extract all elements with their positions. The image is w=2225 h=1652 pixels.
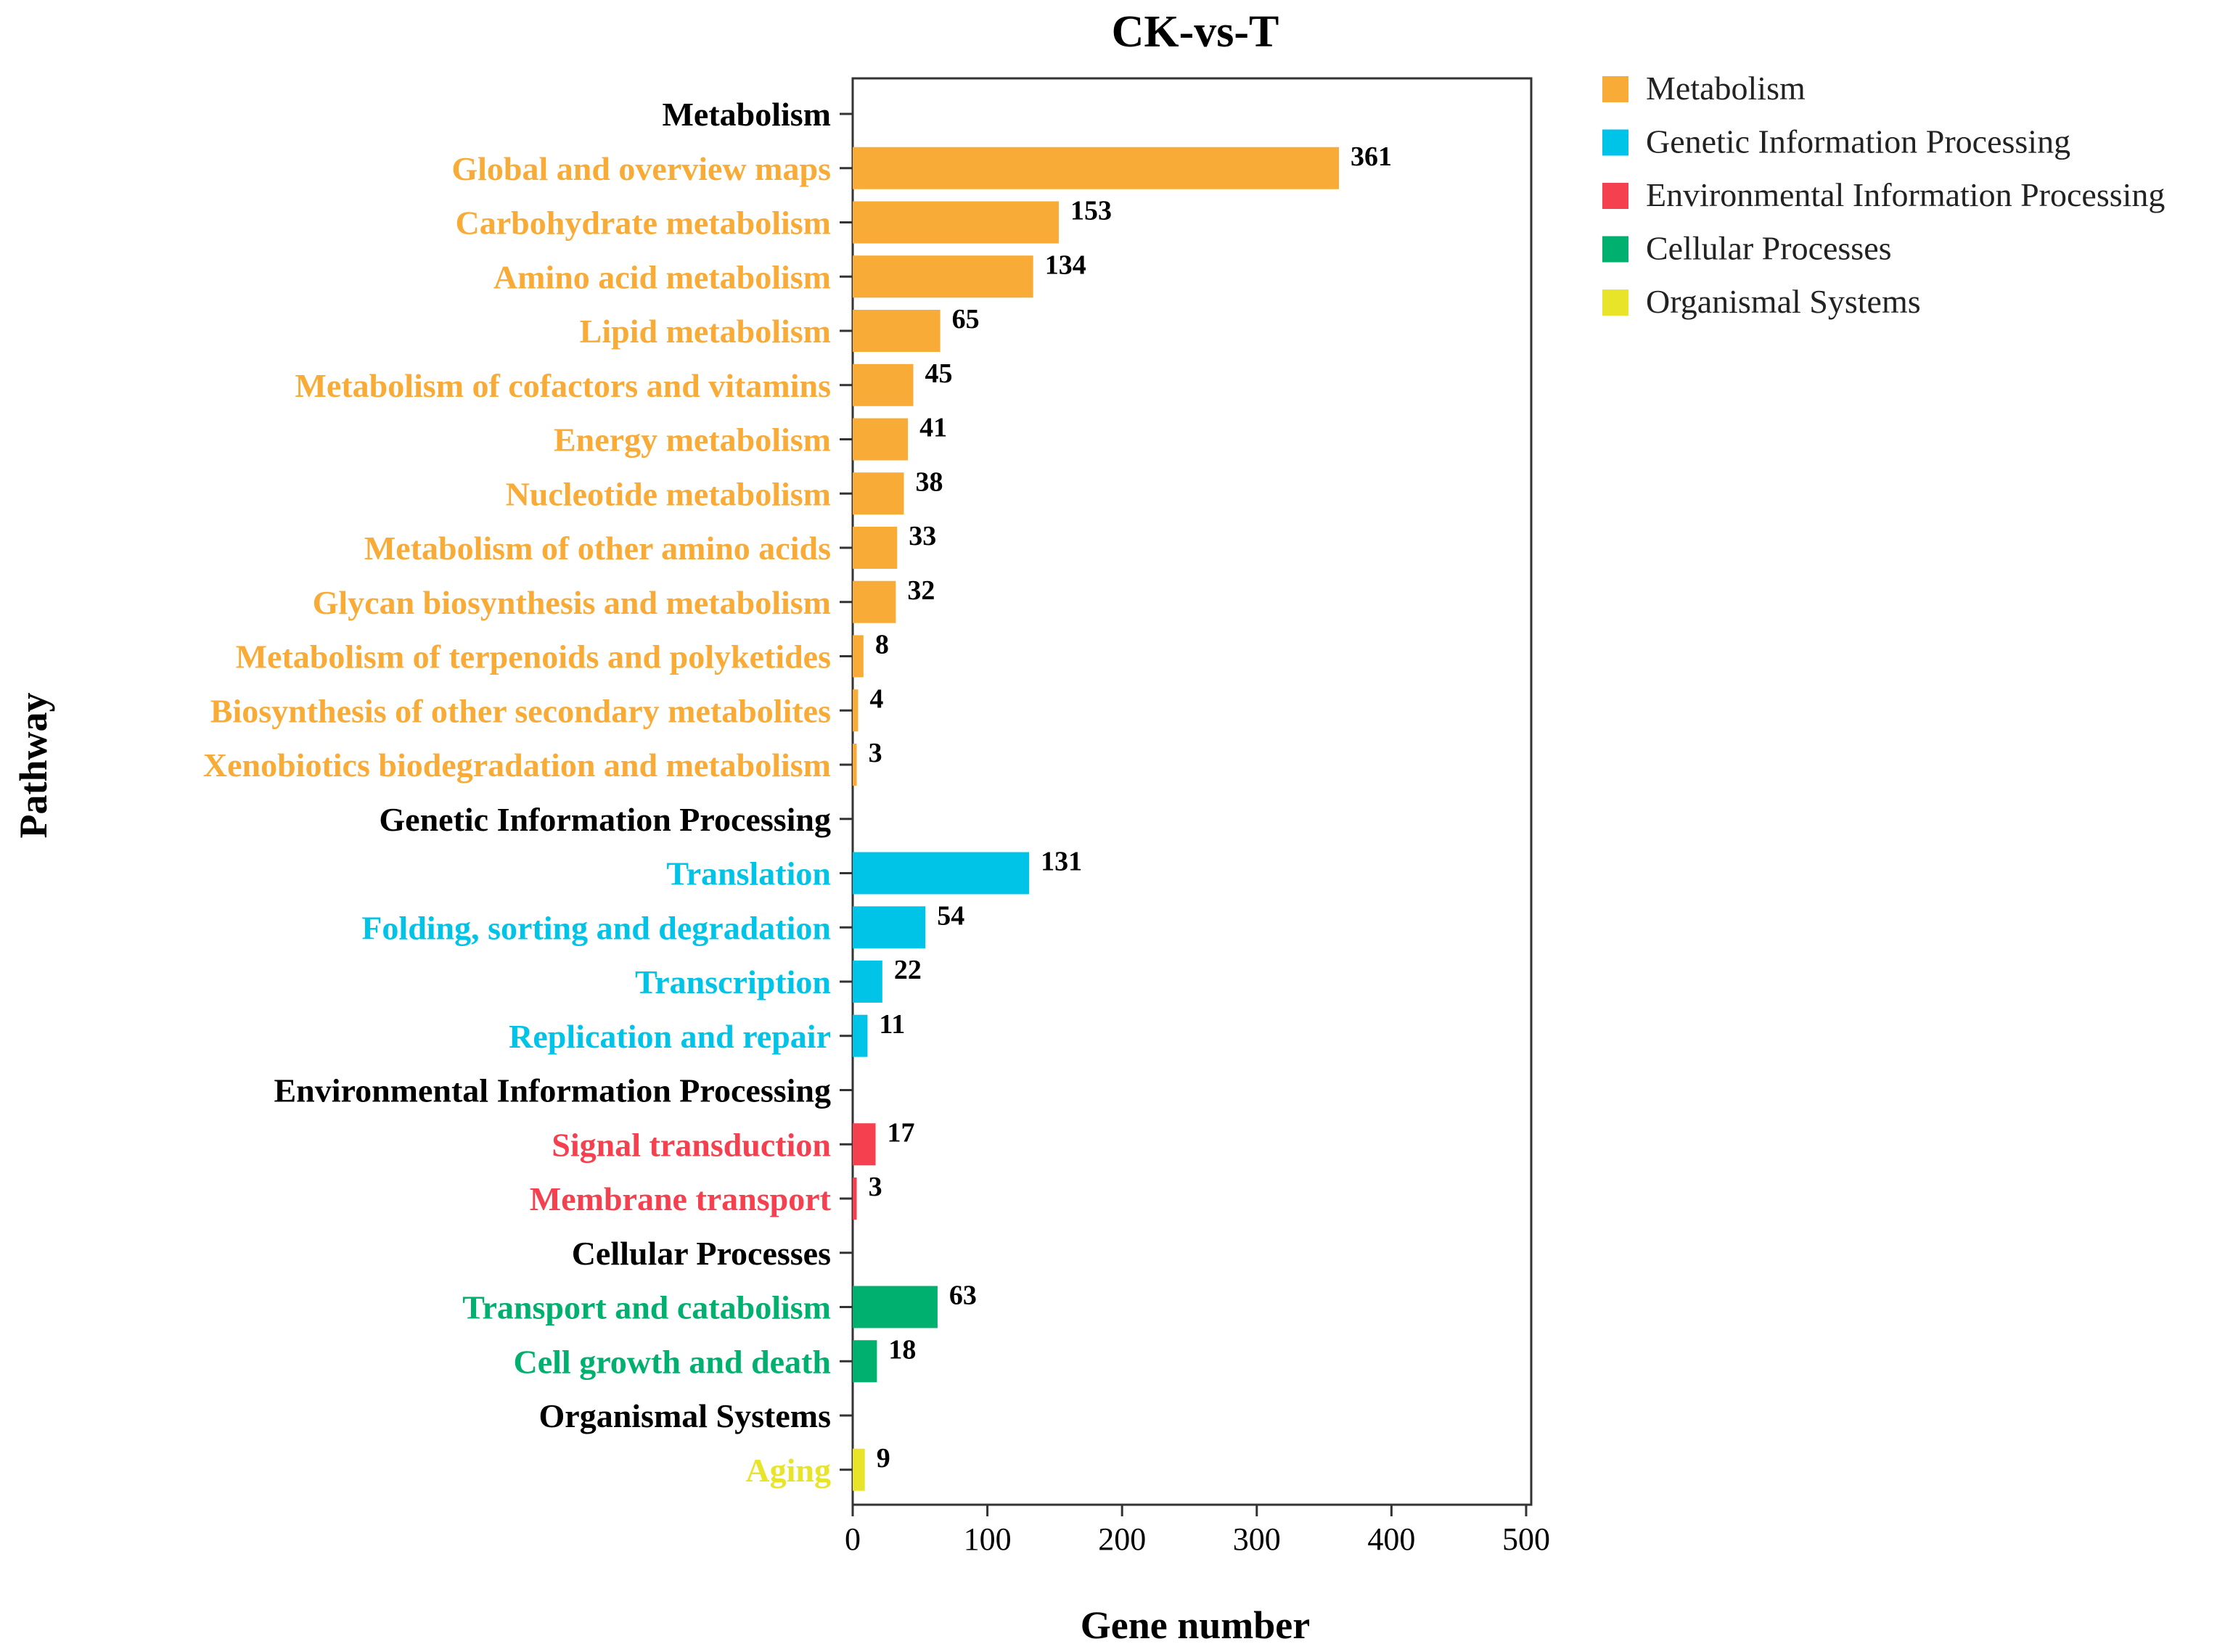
bar-value-label: 33 — [909, 521, 936, 551]
category-label: Carbohydrate metabolism — [456, 205, 831, 242]
category-label: Aging — [745, 1452, 831, 1489]
category-label: Nucleotide metabolism — [506, 475, 831, 512]
bar-value-label: 153 — [1070, 196, 1112, 226]
bar — [853, 906, 926, 949]
legend-label: Organismal Systems — [1646, 283, 1921, 320]
plot-frame — [851, 77, 1533, 1506]
legend-swatch — [1602, 236, 1628, 263]
category-label: Membrane transport — [530, 1180, 832, 1217]
legend-label: Genetic Information Processing — [1646, 123, 2070, 160]
bar-value-label: 11 — [879, 1009, 905, 1040]
category-label: Replication and repair — [509, 1018, 831, 1055]
bar — [853, 472, 904, 515]
chart-title: CK-vs-T — [1112, 7, 1279, 57]
bar-value-label: 8 — [875, 630, 889, 660]
bar-value-label: 4 — [869, 683, 883, 714]
bar — [853, 1014, 868, 1057]
category-label: Biosynthesis of other secondary metaboli… — [210, 692, 831, 729]
bar-value-label: 45 — [925, 358, 953, 389]
category-label: Signal transduction — [552, 1126, 831, 1163]
group-header-label: Organismal Systems — [539, 1397, 832, 1434]
x-axis-title: Gene number — [1081, 1603, 1311, 1647]
bar — [853, 418, 909, 461]
bar — [853, 527, 898, 569]
x-tick-label: 300 — [1233, 1521, 1281, 1557]
bar-value-label: 3 — [869, 738, 882, 768]
bar — [853, 635, 864, 678]
category-label: Energy metabolism — [554, 422, 831, 459]
x-tick-label: 400 — [1367, 1521, 1415, 1557]
bar-value-label: 22 — [894, 955, 922, 985]
group-header-label: Genetic Information Processing — [379, 801, 831, 838]
bar — [853, 744, 857, 786]
bar — [853, 852, 1030, 895]
x-tick-label: 0 — [845, 1521, 861, 1557]
bar-value-label: 54 — [937, 900, 964, 931]
category-label: Metabolism of other amino acids — [364, 530, 831, 567]
bar — [853, 255, 1033, 298]
bar — [853, 310, 941, 352]
bar-value-label: 63 — [949, 1281, 977, 1311]
legend-label: Cellular Processes — [1646, 230, 1892, 267]
bar — [853, 689, 859, 732]
bar — [853, 1123, 876, 1166]
category-label: Folding, sorting and degradation — [361, 909, 831, 946]
plot-area: Metabolism Global and overview maps 361 Car… — [203, 77, 1550, 1557]
x-tick-label: 500 — [1502, 1521, 1550, 1557]
y-axis-title: Pathway — [12, 693, 55, 839]
category-label: Metabolism of terpenoids and polyketides — [236, 638, 831, 675]
bar-value-label: 134 — [1045, 250, 1086, 280]
category-label: Transport and catabolism — [462, 1289, 831, 1326]
legend-swatch — [1602, 183, 1628, 209]
category-label: Translation — [666, 855, 831, 892]
legend-label: Environmental Information Processing — [1646, 176, 2165, 213]
bar — [853, 363, 914, 406]
bar-value-label: 131 — [1041, 847, 1082, 877]
category-label: Cell growth and death — [514, 1343, 831, 1380]
bar-value-label: 17 — [888, 1117, 915, 1148]
bar-value-label: 9 — [877, 1443, 890, 1474]
bar-value-label: 41 — [919, 413, 947, 443]
bar — [853, 961, 882, 1003]
category-label: Transcription — [635, 963, 831, 1000]
category-label: Xenobiotics biodegradation and metabolis… — [203, 747, 831, 784]
bar — [853, 1286, 938, 1328]
legend-swatch — [1602, 129, 1628, 156]
bar-value-label: 18 — [888, 1334, 916, 1365]
legend-label: Metabolism — [1646, 70, 1806, 107]
bar — [853, 1340, 877, 1383]
bar-value-label: 3 — [869, 1172, 882, 1202]
bar — [853, 1178, 857, 1220]
bar — [853, 1448, 865, 1491]
bar-value-label: 65 — [952, 304, 980, 334]
bar — [853, 147, 1339, 189]
legend-swatch — [1602, 76, 1628, 102]
group-header-label: Metabolism — [662, 96, 831, 133]
category-label: Metabolism of cofactors and vitamins — [295, 367, 831, 404]
category-label: Amino acid metabolism — [493, 258, 831, 295]
x-tick-label: 200 — [1098, 1521, 1146, 1557]
group-header-label: Cellular Processes — [572, 1235, 831, 1272]
group-header-label: Environmental Information Processing — [274, 1072, 831, 1109]
category-label: Glycan biosynthesis and metabolism — [313, 584, 831, 621]
bar-value-label: 32 — [907, 575, 935, 606]
category-label: Global and overview maps — [451, 150, 831, 187]
category-label: Lipid metabolism — [580, 313, 831, 350]
legend-swatch — [1602, 289, 1628, 316]
bar-value-label: 361 — [1351, 141, 1392, 172]
bar — [853, 201, 1059, 244]
bar — [853, 580, 896, 623]
bar-value-label: 38 — [916, 467, 943, 497]
legend: Metabolism Genetic Information Processing… — [1602, 70, 2165, 320]
x-tick-label: 100 — [964, 1521, 1012, 1557]
